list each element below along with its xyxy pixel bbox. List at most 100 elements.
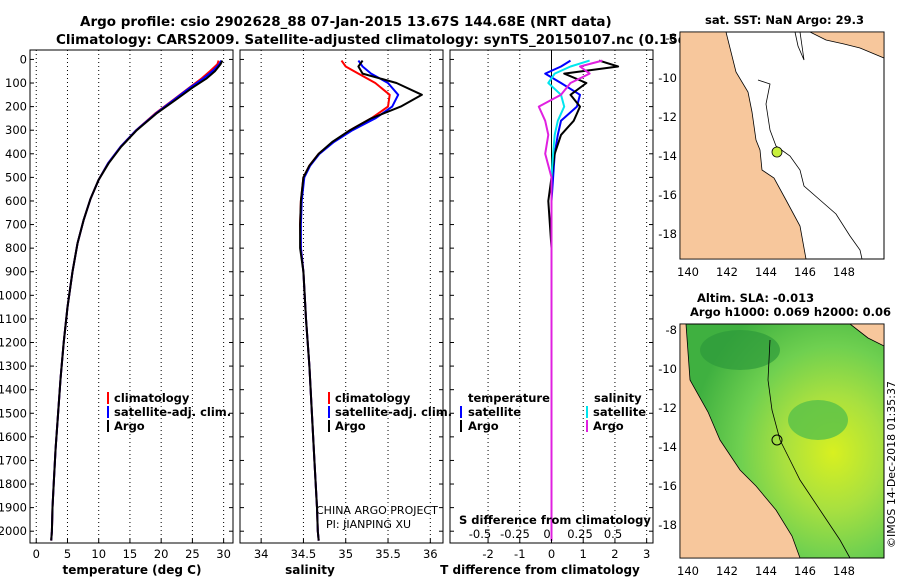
x-tick-label: -1 — [514, 547, 525, 561]
sla-map: -8 -10 -12 -14 -16 -18 140 142 144 146 1… — [658, 323, 885, 578]
legend-salinity-title: salinity — [594, 391, 642, 405]
top-tick-label: 0.25 — [567, 527, 593, 541]
x-tick-label: 2 — [611, 547, 618, 561]
sla-lon-tick: 146 — [794, 564, 816, 578]
legend-temp-satellite-label: satellite — [468, 405, 521, 419]
x-tick-label: 35.5 — [375, 547, 401, 561]
salinity-plot-frame — [239, 49, 444, 544]
x-tick-label: 3 — [643, 547, 650, 561]
x-tick-label: 25 — [185, 547, 200, 561]
sla-lat-tick: -14 — [658, 440, 677, 454]
legend-sal-satellite-label: satellite — [593, 405, 646, 419]
sst-lon-tick: 146 — [794, 265, 816, 279]
series-line-satellite-adj-clim- — [50, 60, 222, 541]
x-tick-label: 5 — [64, 547, 71, 561]
depth-tick-label: 1500 — [0, 406, 27, 420]
sst-lon-tick: 142 — [716, 265, 738, 279]
imos-credit: ©IMOS 14-Dec-2018 01:35:37 — [885, 381, 898, 548]
sla-lon-tick: 148 — [833, 564, 855, 578]
x-tick-label: 15 — [123, 547, 138, 561]
depth-tick-label: 1000 — [0, 288, 27, 302]
legend-temp-argo-label: Argo — [468, 419, 499, 433]
depth-tick-label: 400 — [5, 147, 27, 161]
pi-annotation: PI: JIANPING XU — [326, 518, 411, 531]
sla-lat-tick: -8 — [666, 323, 677, 337]
legend-sal-argo-label: Argo — [593, 419, 624, 433]
difference-top-label: S difference from climatology — [459, 513, 651, 527]
legend-satellite-label: satellite-adj. clim. — [114, 405, 231, 419]
depth-tick-label: 100 — [5, 76, 27, 90]
x-tick-label: 30 — [216, 547, 231, 561]
sst-map: -8 -10 -12 -14 -16 -18 140 142 144 146 1… — [658, 31, 885, 279]
new-guinea-land — [848, 323, 885, 347]
x-tick-label: 36 — [423, 547, 438, 561]
salinity-xlabel: salinity — [285, 563, 335, 577]
x-tick-label: 10 — [91, 547, 106, 561]
legend-argo-label: Argo — [114, 419, 145, 433]
sst-lat-tick: -16 — [658, 188, 677, 202]
sst-lon-tick: 144 — [755, 265, 777, 279]
depth-tick-label: 900 — [5, 265, 27, 279]
depth-tick-label: 200 — [5, 100, 27, 114]
sla-lat-tick: -10 — [658, 362, 677, 376]
legend-argo-label: Argo — [335, 419, 366, 433]
island-outline — [794, 31, 805, 61]
series-line-salinity-satellite — [547, 59, 590, 541]
x-tick-label: 35 — [338, 547, 353, 561]
depth-tick-label: 800 — [5, 241, 27, 255]
legend-satellite-label: satellite-adj. clim. — [335, 405, 452, 419]
difference-top-ticks: -0.5 -0.25 0 0.25 0.5 — [469, 527, 622, 541]
argo-float-position — [771, 146, 783, 158]
temperature-plot-frame — [29, 49, 234, 544]
legend-temperature-title: temperature — [468, 391, 550, 405]
bathymetry-contour — [767, 339, 851, 559]
sst-map-title: sat. SST: NaN Argo: 29.3 — [705, 13, 864, 27]
difference-legend: temperature satellite Argo salinity sate… — [460, 391, 646, 433]
depth-tick-label: 1700 — [0, 453, 27, 467]
temperature-xlabel: temperature (deg C) — [63, 563, 202, 577]
depth-tick-label: 1400 — [0, 383, 27, 397]
top-tick-label: 0.5 — [604, 527, 622, 541]
depth-tick-label: 1800 — [0, 477, 27, 491]
depth-tick-label: 2000 — [0, 524, 27, 538]
project-annotation: CHINA ARGO PROJECT — [316, 504, 438, 517]
sla-lon-tick: 140 — [677, 564, 699, 578]
sla-map-title-1: Altim. SLA: -0.013 — [697, 291, 814, 305]
x-tick-label: 0 — [33, 547, 40, 561]
depth-tick-label: 700 — [5, 218, 27, 232]
series-line-argo — [50, 60, 224, 541]
legend-climatology-label: climatology — [335, 391, 411, 405]
title-line-1: Argo profile: csio 2902628_88 07-Jan-201… — [80, 14, 612, 30]
sst-lon-tick: 140 — [677, 265, 699, 279]
x-tick-label: 1 — [580, 547, 587, 561]
sla-lat-tick: -16 — [658, 479, 677, 493]
depth-tick-label: 1300 — [0, 359, 27, 373]
depth-tick-label: 1600 — [0, 430, 27, 444]
salinity-legend: climatology satellite-adj. clim. Argo — [328, 391, 452, 433]
difference-xlabel: T difference from climatology — [440, 563, 640, 577]
depth-tick-label: 300 — [5, 123, 27, 137]
sla-map-title-2: Argo h1000: 0.069 h2000: 0.06 — [690, 305, 891, 319]
sst-lat-tick: -10 — [658, 71, 677, 85]
depth-tick-label: 0 — [20, 52, 27, 66]
depth-tick-label: 1200 — [0, 335, 27, 349]
australia-land — [679, 31, 807, 260]
sst-lon-tick: 148 — [833, 265, 855, 279]
bathymetry-contour — [757, 79, 863, 260]
depth-tick-label: 1900 — [0, 501, 27, 515]
temperature-legend: climatology satellite-adj. clim. Argo — [107, 391, 231, 433]
new-guinea-land — [809, 31, 885, 59]
series-line-salinity-argo — [537, 59, 603, 541]
x-tick-label: 34 — [254, 547, 269, 561]
sst-lat-tick: -12 — [658, 110, 677, 124]
x-tick-label: 0 — [548, 547, 555, 561]
legend-climatology-label: climatology — [114, 391, 190, 405]
sst-lat-tick: -8 — [666, 31, 677, 45]
series-line-argo — [299, 60, 423, 541]
x-tick-label: 34.5 — [291, 547, 317, 561]
sst-lat-tick: -18 — [658, 227, 677, 241]
title-line-2: Climatology: CARS2009. Satellite-adjuste… — [56, 32, 748, 48]
sla-lat-tick: -18 — [658, 518, 677, 532]
sla-lat-tick: -12 — [658, 401, 677, 415]
